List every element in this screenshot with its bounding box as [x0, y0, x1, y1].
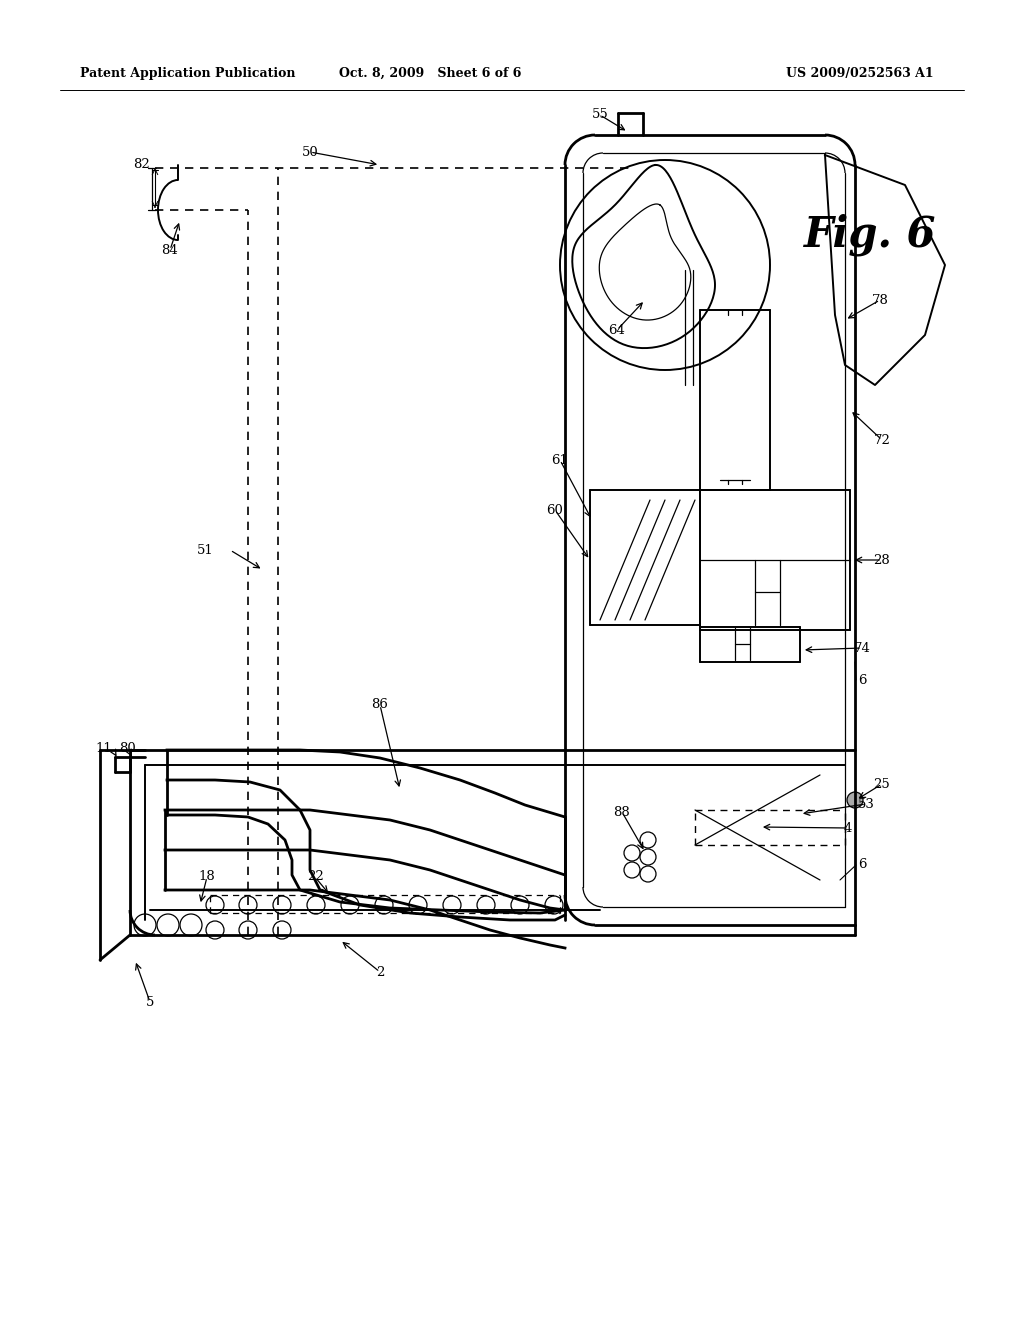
- Text: 11: 11: [95, 742, 113, 755]
- Circle shape: [847, 792, 863, 808]
- Text: 60: 60: [547, 503, 563, 516]
- Text: 64: 64: [608, 323, 626, 337]
- Text: 51: 51: [197, 544, 213, 557]
- Text: 6: 6: [858, 858, 866, 871]
- Text: 22: 22: [306, 870, 324, 883]
- Text: 61: 61: [552, 454, 568, 466]
- Text: 6: 6: [858, 673, 866, 686]
- Text: Oct. 8, 2009   Sheet 6 of 6: Oct. 8, 2009 Sheet 6 of 6: [339, 66, 521, 79]
- Text: Fig. 6: Fig. 6: [804, 214, 936, 256]
- Text: 88: 88: [613, 805, 631, 818]
- Text: 5: 5: [145, 995, 155, 1008]
- Text: Patent Application Publication: Patent Application Publication: [80, 66, 296, 79]
- Text: 72: 72: [873, 433, 891, 446]
- Text: 80: 80: [119, 742, 135, 755]
- Text: 18: 18: [199, 870, 215, 883]
- Text: 4: 4: [844, 821, 852, 834]
- Text: 28: 28: [873, 553, 891, 566]
- Text: 55: 55: [592, 108, 608, 121]
- Text: US 2009/0252563 A1: US 2009/0252563 A1: [786, 66, 934, 79]
- Text: 86: 86: [372, 698, 388, 711]
- Text: 2: 2: [376, 965, 384, 978]
- Text: 53: 53: [857, 797, 874, 810]
- Text: 82: 82: [133, 158, 151, 172]
- Text: 84: 84: [162, 243, 178, 256]
- Text: 50: 50: [302, 145, 318, 158]
- Text: 78: 78: [871, 293, 889, 306]
- Text: 74: 74: [854, 642, 870, 655]
- Text: 25: 25: [873, 777, 891, 791]
